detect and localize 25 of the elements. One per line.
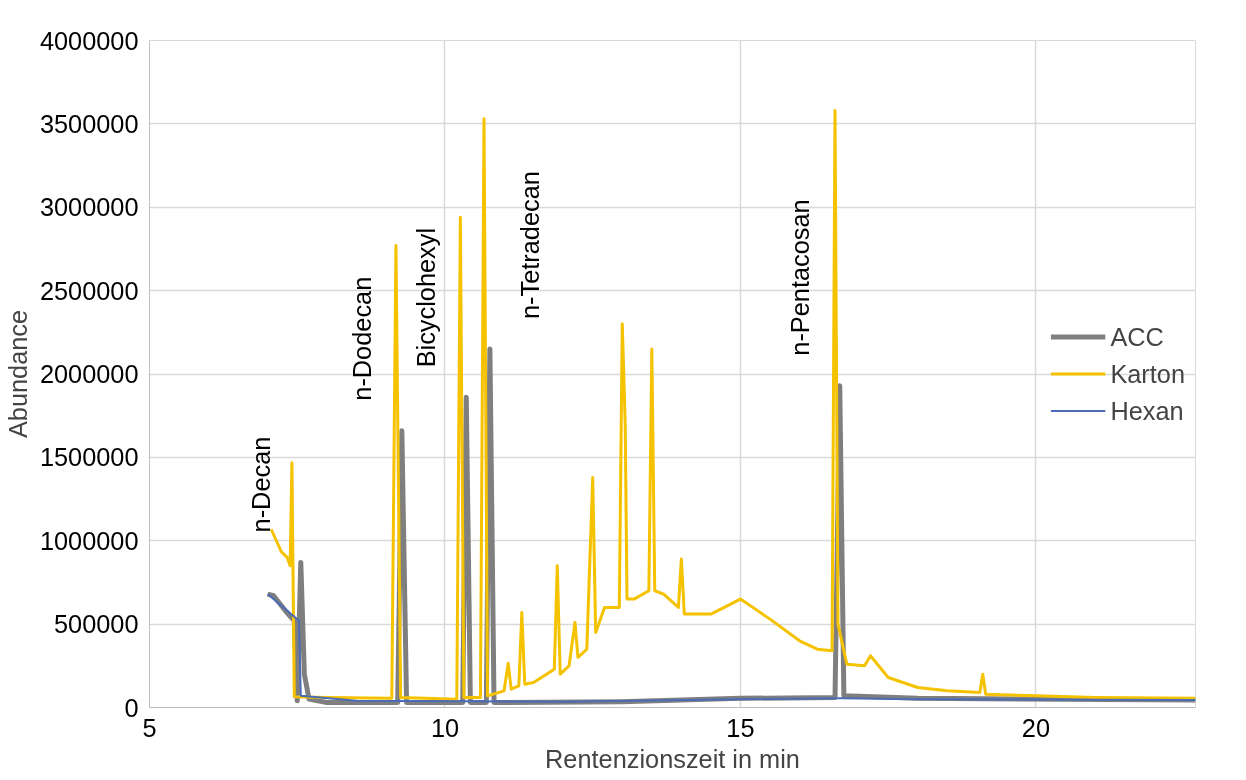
line-series (269, 109, 1196, 701)
x-tick-label: 15 (726, 713, 755, 742)
y-tick-label: 500000 (53, 610, 139, 639)
annotation: n-Dodecan (347, 276, 376, 401)
y-axis-title: Abundance (3, 309, 32, 439)
annotation: n-Decan (246, 436, 275, 533)
y-tick-label: 1000000 (39, 526, 139, 555)
y-tick-label: 3500000 (39, 109, 139, 138)
legend-label: Hexan (1110, 396, 1184, 425)
y-tick-label: 4000000 (39, 26, 139, 55)
legend-label: Karton (1110, 359, 1185, 388)
y-tick-label: 2500000 (39, 276, 139, 305)
y-tick-label: 3000000 (39, 193, 139, 222)
x-tick-label: 20 (1021, 713, 1051, 742)
y-tick-label: 2000000 (39, 360, 139, 388)
x-tick-label: 5 (142, 713, 157, 742)
x-axis-title: Rentenzionszeit in min (545, 744, 800, 773)
annotation: n-Pentacosan (785, 199, 814, 356)
y-tick-label: 0 (124, 693, 139, 722)
annotation: n-Tetradecan (515, 171, 544, 319)
x-tick-label: 10 (430, 713, 460, 742)
line-series (266, 593, 1196, 703)
y-tick-label: 1500000 (39, 443, 139, 472)
legend-label: ACC (1110, 322, 1164, 351)
annotation: Bicyclohexyl (412, 227, 441, 368)
